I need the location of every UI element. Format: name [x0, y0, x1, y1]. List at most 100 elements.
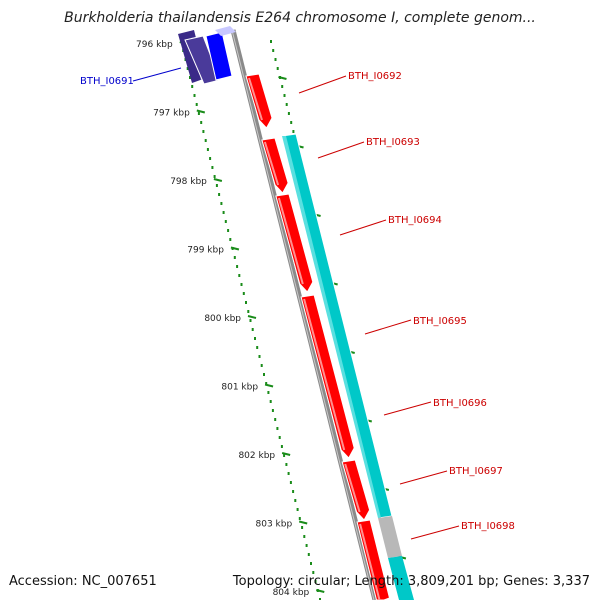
- gc-dot: [206, 148, 209, 151]
- gc-dot: [258, 355, 261, 358]
- gc-dot: [314, 580, 317, 583]
- gc-dot: [294, 499, 297, 502]
- gc-dot: [209, 157, 212, 160]
- outer-tick-mark: [278, 76, 287, 80]
- outer-dot: [285, 103, 288, 106]
- outer-dot: [281, 85, 284, 88]
- gene-label[interactable]: BTH_I0696: [433, 398, 487, 409]
- gene-leader-line: [298, 75, 347, 94]
- gc-dot: [218, 193, 221, 196]
- gc-dot: [285, 463, 288, 466]
- tick-mark: [247, 315, 257, 319]
- gc-dot: [202, 130, 205, 133]
- outer-dot: [274, 58, 277, 61]
- gene-leader-line: [132, 67, 182, 82]
- gene-label[interactable]: BTH_I0695: [413, 316, 467, 327]
- gc-dot: [292, 490, 295, 493]
- tick-label: 801 kbp: [221, 383, 258, 393]
- gc-dot: [233, 256, 236, 259]
- gc-dot: [256, 346, 259, 349]
- gc-dot: [298, 517, 301, 520]
- gc-dot: [189, 76, 191, 79]
- gene-label[interactable]: BTH_I0691: [80, 76, 134, 87]
- outer-dot: [270, 40, 272, 43]
- cds-highlight: [277, 197, 304, 285]
- gc-dot: [310, 562, 312, 565]
- gc-dot: [245, 301, 247, 304]
- gc-dot: [303, 535, 306, 538]
- tick-mark: [264, 383, 274, 388]
- gc-dot: [287, 472, 290, 475]
- gene-labels-layer: BTH_I0691 BTH_I0692 BTH_I0693 BTH_I0694 BTH_…: [80, 67, 515, 540]
- gc-dot: [280, 445, 283, 448]
- gc-dot: [186, 67, 189, 70]
- rna-track: [281, 133, 414, 600]
- cds-highlight: [344, 463, 361, 513]
- gene-leader-line: [410, 525, 460, 540]
- gene-label[interactable]: BTH_I0698: [461, 521, 515, 532]
- gc-dot: [193, 94, 196, 97]
- outer-dot: [283, 94, 286, 97]
- outer-dot: [292, 130, 295, 133]
- cds-highlight: [263, 141, 280, 186]
- tick-label: 804 kbp: [273, 588, 310, 598]
- gc-dot: [222, 211, 225, 214]
- gc-dot: [274, 418, 277, 421]
- gc-dot: [278, 436, 281, 439]
- gc-dot: [195, 103, 198, 106]
- tick-mark: [316, 589, 325, 593]
- gc-dot: [224, 220, 227, 223]
- tick-label: 800 kbp: [204, 314, 241, 324]
- reverse-strand-genes: [178, 26, 236, 85]
- gene-label[interactable]: BTH_I0693: [366, 137, 420, 148]
- gc-dot: [240, 283, 243, 286]
- gc-dot: [301, 526, 304, 529]
- gc-dot: [249, 319, 252, 322]
- outer-dot: [287, 112, 290, 115]
- outer-dot: [290, 121, 293, 124]
- gc-dot: [267, 391, 270, 394]
- forward-strand-genes: [245, 73, 391, 600]
- chromosome-backbone: [230, 29, 378, 600]
- outer-dot: [272, 49, 275, 52]
- tick-label: 796 kbp: [136, 40, 173, 50]
- tick-label: 797 kbp: [153, 109, 190, 119]
- gc-dot: [242, 292, 245, 295]
- tick-label: 803 kbp: [256, 520, 293, 530]
- gc-dot: [254, 337, 256, 340]
- tick-mark: [281, 452, 291, 456]
- gene-label[interactable]: BTH_I0692: [348, 71, 402, 82]
- tick-mark: [298, 520, 308, 525]
- gene-label[interactable]: BTH_I0694: [388, 215, 442, 226]
- gc-dot: [263, 373, 265, 376]
- topology-text: Topology: circular; Length: 3,809,201 bp…: [232, 574, 590, 589]
- gc-dot: [229, 238, 232, 241]
- gc-dot: [305, 544, 308, 547]
- tick-mark: [213, 178, 223, 182]
- tick-marks-layer: 796 kbp 797 kbp 798 kbp 799 kbp 800 kbp 801 k…: [136, 40, 407, 598]
- gc-dot: [191, 85, 194, 88]
- tick-mark: [230, 246, 240, 251]
- gc-dot: [271, 409, 274, 412]
- tick-label: 799 kbp: [187, 246, 224, 256]
- gc-dot: [211, 166, 214, 169]
- gc-dot: [319, 598, 321, 600]
- gc-dot: [215, 184, 218, 187]
- gc-dot: [220, 202, 223, 205]
- outer-dot: [276, 67, 279, 70]
- gc-dot: [227, 229, 230, 232]
- cds-highlight: [359, 523, 381, 600]
- gc-dot: [236, 265, 239, 268]
- gene-leader-line: [383, 401, 432, 416]
- gene-label[interactable]: BTH_I0697: [449, 466, 503, 477]
- gc-dot: [197, 112, 200, 115]
- tick-label: 798 kbp: [170, 177, 207, 187]
- gene-leader-line: [364, 319, 412, 335]
- gene-leader-line: [339, 219, 387, 236]
- gc-dot: [312, 571, 315, 574]
- gc-dot: [289, 481, 292, 484]
- tick-mark: [196, 109, 206, 114]
- gene-leader-line: [399, 470, 448, 485]
- gc-dot: [247, 310, 250, 313]
